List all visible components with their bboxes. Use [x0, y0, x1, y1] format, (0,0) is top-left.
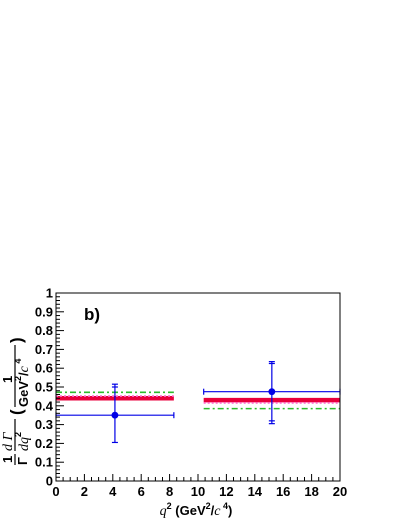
y-tick-label: 0	[46, 474, 53, 489]
y-tick-label: 1	[46, 286, 53, 301]
x-tick-label: 8	[166, 484, 173, 499]
x-tick-label: 16	[276, 484, 290, 499]
y-tick-label: 0.1	[35, 455, 53, 470]
y-tick-label: 0.9	[35, 304, 53, 319]
x-axis-ticks: 0 2 4 6 8 10 12 14 16 18 20	[52, 474, 347, 499]
y-tick-label: 0.3	[35, 417, 53, 432]
x-tick-label: 6	[138, 484, 145, 499]
y-axis-ticks: 0 0.1 0.2 0.3 0.4 0.5 0.6 0.7 0.8 0.9 1	[35, 286, 64, 489]
panel-label: b)	[84, 305, 100, 324]
y-tick-label: 0.7	[35, 342, 53, 357]
y-tick-label: 0.5	[35, 380, 53, 395]
x-tick-label: 12	[219, 484, 233, 499]
svg-text:(: (	[7, 409, 26, 415]
svg-text:d Γ: d Γ	[1, 432, 16, 452]
x-tick-label: 20	[333, 484, 347, 499]
svg-text:Γ: Γ	[15, 457, 30, 465]
y-tick-label: 0.8	[35, 323, 53, 338]
svg-text:): )	[7, 337, 26, 343]
svg-text:1: 1	[0, 456, 15, 463]
x-tick-label: 4	[109, 484, 117, 499]
x-tick-label: 0	[52, 484, 59, 499]
data-point	[203, 361, 341, 425]
svg-text:dq2: dq2	[13, 432, 32, 451]
x-axis-title: q2 (GeV2/c 4)	[160, 501, 233, 519]
x-tick-label: 10	[191, 484, 205, 499]
y-tick-label: 0.4	[35, 398, 54, 413]
y-axis-title: 1 Γ d Γ dq2 ( 1 GeV2/c 4 )	[0, 337, 32, 465]
y-tick-label: 0.6	[35, 361, 53, 376]
x-tick-label: 18	[304, 484, 318, 499]
data-marker	[268, 388, 276, 396]
y-tick-label: 0.2	[35, 436, 53, 451]
svg-text:1: 1	[0, 376, 15, 383]
svg-text:GeV2/c 4: GeV2/c 4	[13, 359, 32, 407]
data-marker	[111, 411, 119, 419]
x-tick-label: 2	[81, 484, 88, 499]
prediction-bands	[56, 391, 340, 410]
x-tick-label: 14	[248, 484, 263, 499]
